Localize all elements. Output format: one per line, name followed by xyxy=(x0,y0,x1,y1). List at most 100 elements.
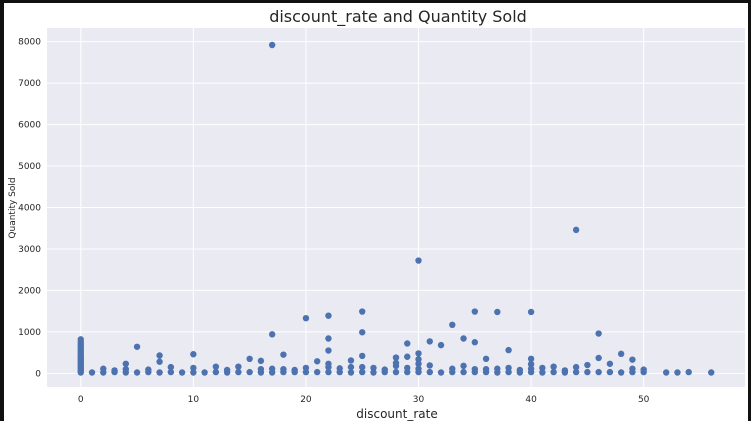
data-point xyxy=(415,257,422,264)
data-point xyxy=(145,366,152,373)
data-point xyxy=(88,369,96,376)
data-point xyxy=(325,368,332,376)
data-point xyxy=(313,358,321,365)
data-point xyxy=(280,365,287,373)
frame-left-edge xyxy=(0,0,4,421)
data-point xyxy=(640,366,647,373)
data-point xyxy=(471,308,479,315)
data-point xyxy=(426,338,433,345)
data-point xyxy=(595,330,602,337)
data-point xyxy=(336,365,343,372)
data-point xyxy=(122,360,130,367)
data-point xyxy=(437,341,445,349)
y-tick-label: 8000 xyxy=(18,38,41,48)
data-point xyxy=(471,365,479,373)
y-tick-label: 6000 xyxy=(18,121,41,131)
data-point xyxy=(494,308,501,316)
y-tick-label: 0 xyxy=(35,369,41,379)
y-tick-label: 2000 xyxy=(18,286,41,296)
data-point xyxy=(460,362,467,370)
data-point xyxy=(235,368,242,376)
data-point xyxy=(415,356,422,363)
data-point xyxy=(381,366,388,373)
frame-top-edge xyxy=(0,0,751,3)
data-point xyxy=(325,312,332,319)
data-point xyxy=(460,335,467,342)
data-point xyxy=(359,352,366,360)
data-point xyxy=(167,363,175,371)
data-point xyxy=(133,369,141,376)
data-point xyxy=(359,308,366,315)
data-point xyxy=(662,369,670,376)
data-point xyxy=(482,365,490,373)
data-point xyxy=(392,354,400,361)
data-point xyxy=(100,365,107,372)
x-tick-label: 50 xyxy=(638,395,650,405)
y-tick-label: 3000 xyxy=(18,245,41,255)
data-point xyxy=(449,365,456,372)
x-tick-labels: 0 10 20 30 40 50 xyxy=(78,395,650,405)
data-point xyxy=(708,369,715,376)
data-point xyxy=(595,368,602,376)
data-point xyxy=(606,360,614,367)
data-point xyxy=(527,308,535,316)
data-point xyxy=(629,365,636,372)
data-point xyxy=(392,368,400,376)
x-tick-label: 30 xyxy=(413,395,425,405)
data-point xyxy=(359,329,366,336)
data-point xyxy=(325,347,332,354)
data-point xyxy=(122,365,130,373)
data-point xyxy=(268,331,276,338)
data-point xyxy=(212,368,220,376)
x-tick-label: 40 xyxy=(525,395,537,405)
data-point xyxy=(291,366,298,374)
chart-title: discount_rate and Quantity Sold xyxy=(269,7,527,27)
data-point xyxy=(313,368,321,376)
data-point xyxy=(572,226,580,234)
data-point xyxy=(505,346,512,354)
data-point xyxy=(527,365,535,372)
data-point xyxy=(494,365,501,372)
data-point xyxy=(404,353,411,360)
data-point xyxy=(257,357,265,365)
data-point xyxy=(347,357,355,364)
data-point xyxy=(111,367,118,374)
data-point xyxy=(235,363,242,370)
data-point xyxy=(595,354,602,362)
grid-lines xyxy=(47,28,745,387)
data-point xyxy=(280,351,287,358)
y-tick-labels: 0 1000 2000 3000 4000 5000 6000 7000 8000 xyxy=(18,38,41,380)
data-point xyxy=(302,314,310,322)
data-point xyxy=(302,364,310,372)
data-point xyxy=(561,367,569,374)
data-point xyxy=(359,368,366,376)
data-point xyxy=(685,368,692,376)
data-point xyxy=(190,364,197,372)
data-point xyxy=(268,41,276,49)
data-point xyxy=(572,368,580,376)
data-point xyxy=(404,340,411,347)
data-point xyxy=(223,366,231,374)
data-point xyxy=(617,369,625,376)
data-point xyxy=(268,365,276,372)
data-point xyxy=(584,368,591,376)
data-point xyxy=(246,355,253,363)
data-point xyxy=(415,360,422,367)
data-point xyxy=(347,363,355,371)
data-point xyxy=(392,359,400,367)
data-point xyxy=(325,360,332,367)
data-point xyxy=(415,350,422,357)
data-point xyxy=(482,355,490,363)
data-point xyxy=(527,360,535,368)
data-point xyxy=(212,363,220,370)
frame-right-edge xyxy=(748,0,751,421)
data-point xyxy=(404,364,411,372)
data-point xyxy=(190,369,197,376)
data-point xyxy=(190,351,197,358)
y-axis-label: Quantity Sold xyxy=(8,177,18,238)
data-point xyxy=(133,343,141,350)
data-point xyxy=(674,369,681,376)
data-points xyxy=(77,41,715,376)
data-point xyxy=(617,350,625,358)
